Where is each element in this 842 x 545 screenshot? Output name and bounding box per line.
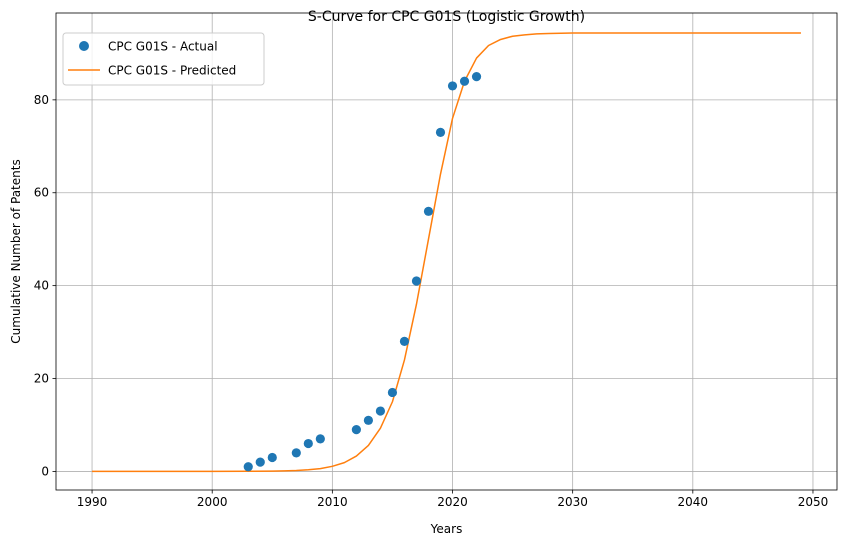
plot-series [92, 32, 801, 473]
actual-data-point [303, 438, 313, 449]
actual-data-point [243, 462, 253, 472]
y-axis-ticks: 0 20 40 60 80 [34, 93, 56, 478]
actual-data-point [363, 415, 373, 425]
actual-data-point [399, 336, 410, 346]
y-tick-label: 40 [34, 279, 49, 293]
actual-data-point [471, 72, 482, 82]
predicted-curve-line [92, 32, 801, 473]
x-tick-label: 2010 [317, 495, 348, 509]
gridlines [56, 13, 837, 490]
actual-data-point [411, 276, 422, 286]
legend: CPC G01S - Actual CPC G01S - Predicted [62, 32, 265, 86]
x-tick-label: 2000 [197, 495, 228, 509]
legend-box [62, 32, 265, 86]
x-tick-label: 2030 [557, 495, 588, 509]
legend-label-actual: CPC G01S - Actual [108, 40, 218, 54]
x-tick-label: 2020 [437, 495, 468, 509]
plot-frame [55, 12, 838, 491]
actual-data-point [423, 206, 434, 216]
y-tick-label: 80 [34, 93, 49, 107]
actual-data-point [375, 406, 386, 416]
x-tick-label: 1990 [77, 495, 108, 509]
legend-label-predicted: CPC G01S - Predicted [108, 64, 236, 78]
y-tick-label: 20 [34, 372, 49, 386]
y-tick-label: 60 [34, 186, 49, 200]
actual-data-point [315, 434, 325, 444]
actual-data-point [267, 452, 277, 463]
actual-data-point [291, 448, 301, 458]
x-axis-title: Years [430, 522, 463, 536]
y-axis-title: Cumulative Number of Patents [9, 159, 23, 343]
actual-data-point [351, 425, 361, 435]
actual-data-point [387, 387, 398, 398]
actual-data-point [255, 457, 265, 467]
actual-data-point [435, 127, 446, 137]
chart-title: S-Curve for CPC G01S (Logistic Growth) [308, 9, 585, 25]
x-tick-label: 2040 [678, 495, 709, 509]
x-tick-label: 2050 [798, 495, 829, 509]
x-axis-ticks: 1990 2000 2010 2020 2030 2040 2050 [77, 490, 828, 509]
actual-data-point [459, 76, 470, 86]
legend-marker-actual [79, 41, 89, 51]
y-tick-label: 0 [41, 464, 49, 478]
actual-data-point [447, 81, 458, 91]
